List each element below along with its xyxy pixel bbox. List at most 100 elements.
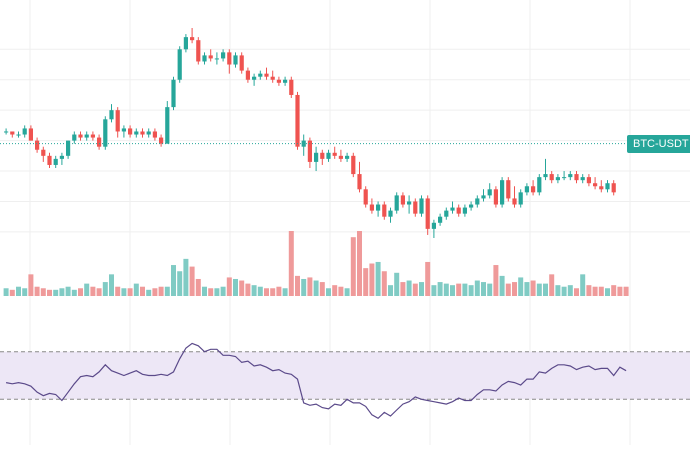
candle-body [66, 140, 71, 156]
candle [580, 174, 585, 184]
candle-body [543, 174, 548, 178]
volume-bar [288, 231, 294, 296]
candle [10, 131, 15, 138]
volume-bar [363, 268, 369, 296]
volume-bar [121, 288, 127, 296]
candle [506, 177, 511, 202]
volume-bar [326, 288, 331, 296]
candle [214, 52, 219, 65]
volume-bar [437, 282, 443, 296]
candle-body [289, 79, 294, 95]
candle-body [295, 94, 300, 147]
candle [264, 67, 269, 80]
volume-bar [127, 288, 133, 296]
candle [301, 134, 306, 156]
volume-bar [47, 289, 52, 296]
candle [456, 204, 461, 217]
candle [295, 91, 300, 150]
candle [537, 174, 542, 196]
volume-bar [233, 278, 238, 296]
candle [593, 177, 598, 190]
candle [78, 131, 83, 141]
rsi-band [0, 351, 690, 400]
candle [233, 52, 238, 68]
candle-body [121, 128, 126, 132]
candle [425, 195, 430, 235]
volume-bar [319, 282, 325, 296]
volume-bar [140, 286, 145, 296]
candle-body [140, 131, 145, 135]
candle [196, 37, 201, 65]
candle [518, 189, 523, 208]
volume-bar [450, 285, 455, 296]
volume-bar [146, 289, 152, 296]
candle [97, 134, 102, 150]
candle [419, 195, 424, 217]
candle [289, 76, 294, 98]
candle-body [394, 195, 399, 211]
candle-body [28, 128, 33, 141]
volume-bar [605, 288, 610, 296]
candle [183, 34, 188, 53]
candle [283, 76, 288, 86]
candle [555, 174, 560, 184]
volume-bar [295, 275, 300, 296]
volume-bar [195, 278, 201, 296]
candle [562, 171, 567, 181]
volume-bar [115, 286, 121, 296]
candle-body [500, 180, 505, 205]
candle-body [227, 52, 232, 65]
volume-bar [598, 286, 604, 296]
volume-bar [171, 265, 176, 296]
candle [338, 149, 343, 162]
candle-body [159, 137, 164, 144]
candle-body [264, 73, 269, 77]
candle-body [462, 207, 467, 214]
candle [543, 158, 548, 181]
volume-bar [102, 282, 108, 296]
candle [28, 125, 33, 141]
volume-bar [536, 283, 542, 296]
volume-bar [530, 280, 536, 296]
candle-body [611, 183, 616, 193]
candle-body [183, 37, 188, 50]
candle-body [345, 155, 350, 159]
candle [382, 201, 387, 220]
candle-body [109, 110, 114, 120]
volume-bar [164, 286, 170, 296]
volume-bar [481, 282, 486, 296]
volume-bar [586, 285, 592, 296]
volume-bar [412, 283, 418, 296]
candle [475, 195, 480, 208]
volume-bar [623, 286, 629, 296]
rsi-panel [0, 342, 690, 420]
candle-body [177, 49, 182, 80]
volume-bar [419, 282, 424, 296]
volume-bar [78, 288, 83, 296]
candle-body [512, 198, 517, 205]
candle [394, 192, 399, 214]
candle [599, 180, 604, 193]
volume-bar [617, 286, 623, 296]
volume-bar [71, 289, 77, 296]
candle-body [245, 70, 250, 80]
candle [47, 152, 52, 168]
volume-bar [474, 280, 480, 296]
candle [84, 131, 89, 141]
candle [357, 161, 362, 193]
candle-body [487, 189, 492, 196]
volume-bar [84, 283, 90, 296]
candle-body [47, 155, 52, 165]
candle [90, 131, 95, 141]
candle-body [41, 149, 46, 156]
candle [245, 67, 250, 83]
candle [202, 52, 207, 65]
candle-body [78, 134, 83, 138]
volume-bar [214, 288, 220, 296]
candle [469, 201, 474, 211]
volume-bar [257, 286, 263, 296]
volume-bar [518, 277, 524, 296]
volume-bar [226, 277, 232, 296]
